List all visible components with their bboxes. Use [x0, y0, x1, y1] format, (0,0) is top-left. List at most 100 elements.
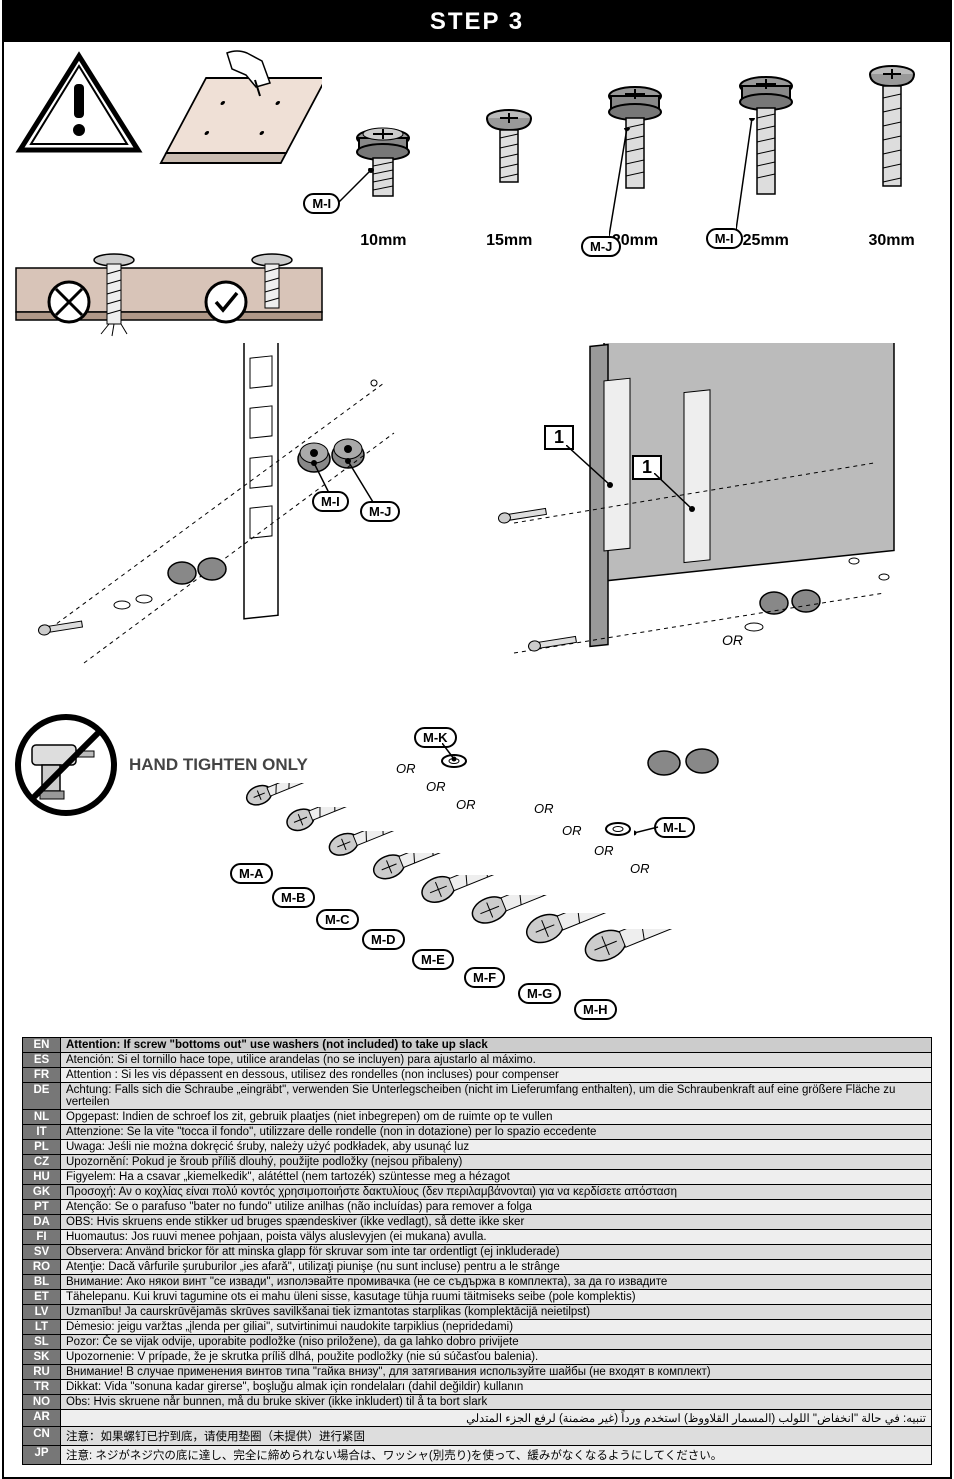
lang-text: Dikkat: Vida "sonuna kadar girerse", boş…	[61, 1380, 932, 1395]
lang-code: ES	[23, 1053, 61, 1068]
lang-code: PT	[23, 1200, 61, 1215]
label-mg: M-G	[518, 983, 561, 1004]
lang-code: CN	[23, 1427, 61, 1446]
lang-code: EN	[23, 1038, 61, 1053]
label-me: M-E	[412, 949, 454, 970]
svg-text:OR: OR	[594, 843, 614, 858]
warning-column	[14, 48, 144, 158]
label-mf: M-F	[464, 967, 505, 988]
label-ml: M-L	[654, 817, 695, 838]
table-row: ITAttenzione: Se la vite "tocca il fondo…	[23, 1125, 932, 1140]
lang-code: IT	[23, 1125, 61, 1140]
table-row: SKUpozornenie: V prípade, že je skrutka …	[23, 1350, 932, 1365]
lang-code: TR	[23, 1380, 61, 1395]
table-row: LVUzmanību! Ja caurskrūvējamās skrūves s…	[23, 1305, 932, 1320]
table-row: HUFigyelem: Ha a csavar „kiemelkedik", a…	[23, 1170, 932, 1185]
screw-size-label: 15mm	[486, 232, 532, 250]
leader-line	[609, 128, 639, 238]
table-row: PLUwaga: Jeśli nie można dokręcić śruby,…	[23, 1140, 932, 1155]
lang-code: RU	[23, 1365, 61, 1380]
table-row: TRDikkat: Vida "sonuna kadar girerse", b…	[23, 1380, 932, 1395]
label-mc: M-C	[316, 909, 359, 930]
top-row: 10mm M-I 1	[14, 48, 940, 250]
spacer-label-mi: M-I	[312, 491, 349, 512]
table-row: DAOBS: Hvis skruens ende stikker ud brug…	[23, 1215, 932, 1230]
table-row: FIHuomautus: Jos ruuvi menee pohjaan, po…	[23, 1230, 932, 1245]
lang-text: Upozornenie: V prípade, že je skrutka pr…	[61, 1350, 932, 1365]
screw-size-row: 10mm M-I 1	[330, 48, 940, 250]
lang-text: Observera: Använd brickor för att minska…	[61, 1245, 932, 1260]
table-row: GKΠροσοχή: Αν ο κοχλίας είναι πολύ κοντό…	[23, 1185, 932, 1200]
svg-text:OR: OR	[396, 761, 416, 776]
screw-col-10mm: 10mm M-I	[353, 108, 413, 250]
lang-text: Atenção: Se o parafuso "bater no fundo" …	[61, 1200, 932, 1215]
lang-code: BL	[23, 1275, 61, 1290]
table-row: SVObservera: Använd brickor för att mins…	[23, 1245, 932, 1260]
lang-code: NO	[23, 1395, 61, 1410]
lang-code: DA	[23, 1215, 61, 1230]
lang-text: Uzmanību! Ja caurskrūvējamās skrūves sav…	[61, 1305, 932, 1320]
label-md: M-D	[362, 929, 405, 950]
svg-text:OR: OR	[562, 823, 582, 838]
screw-30mm-icon	[867, 58, 917, 228]
spacer-label-mj: M-J	[360, 501, 400, 522]
screw-15mm-icon	[484, 98, 534, 228]
table-row: ETTähelepanu. Kui kruvi tagumine ots ei …	[23, 1290, 932, 1305]
lang-text: Opgepast: Indien de schroef los zit, geb…	[61, 1110, 932, 1125]
lang-text: Upozornění: Pokud je šroub příliš dlouhý…	[61, 1155, 932, 1170]
lang-code: ET	[23, 1290, 61, 1305]
label-ma: M-A	[230, 863, 273, 884]
lang-text: Huomautus: Jos ruuvi menee pohjaan, pois…	[61, 1230, 932, 1245]
lang-code: LT	[23, 1320, 61, 1335]
lang-code: CZ	[23, 1155, 61, 1170]
lang-text: تنبيه: في حالة "انخفاض" اللولب (المسمار …	[61, 1410, 932, 1427]
table-row: ARتنبيه: في حالة "انخفاض" اللولب (المسما…	[23, 1410, 932, 1427]
label-mh: M-H	[574, 999, 617, 1020]
lang-text: Pozor: Če se vijak odvije, uporabite pod…	[61, 1335, 932, 1350]
screw-col-15mm: 15mm	[484, 98, 534, 250]
lang-code: SK	[23, 1350, 61, 1365]
screw-bubble-mj: M-J	[581, 236, 621, 257]
lang-text: Atenţie: Dacă vârfurile şuruburilor „ies…	[61, 1260, 932, 1275]
screw-bubble-mi: M-I	[303, 193, 340, 214]
table-row: CN注意：如果螺钉已拧到底，请使用垫圈（未提供）进行紧固	[23, 1427, 932, 1446]
panel-hand-illustration	[152, 48, 322, 168]
screw-size-label: 25mm	[743, 232, 789, 250]
table-row: LTDėmesio: jeigu varžtas „įlenda per gil…	[23, 1320, 932, 1335]
table-row: FRAttention : Si les vis dépassent en de…	[23, 1068, 932, 1083]
lang-code: DE	[23, 1083, 61, 1110]
lang-code: PL	[23, 1140, 61, 1155]
table-row: CZUpozornění: Pokud je šroub příliš dlou…	[23, 1155, 932, 1170]
page: STEP 3	[2, 0, 952, 1479]
lang-code: RO	[23, 1260, 61, 1275]
lang-text: 注意: ネジがネジ穴の底に達し、完全に締められない場合は、ワッシャ(別売り)を使…	[61, 1446, 932, 1465]
screw-col-20mm: 20mm M-J	[605, 78, 665, 250]
table-row: SLPozor: Če se vijak odvije, uporabite p…	[23, 1335, 932, 1350]
language-table: EN Attention: If screw "bottoms out" use…	[22, 1037, 932, 1465]
lang-code: SL	[23, 1335, 61, 1350]
screw-size-label: 30mm	[868, 232, 914, 250]
lang-text: Внимание: Ако някои винт "се извади", из…	[61, 1275, 932, 1290]
screw-col-30mm: 30mm	[867, 58, 917, 250]
leader-line	[634, 825, 660, 839]
table-row: DEAchtung: Falls sich die Schraube „eing…	[23, 1083, 932, 1110]
lang-code: GK	[23, 1185, 61, 1200]
main-assembly-diagram: OR	[14, 343, 934, 713]
table-row: ROAtenţie: Dacă vârfurile şuruburilor „i…	[23, 1260, 932, 1275]
screw-col-25mm: 25mm M-I	[736, 68, 796, 250]
lang-text: OBS: Hvis skruens ende stikker ud bruges…	[61, 1215, 932, 1230]
ok-no-strip-illustration	[14, 248, 324, 338]
table-row: RUВнимание! В случае применения винтов т…	[23, 1365, 932, 1380]
label-mb: M-B	[272, 887, 315, 908]
lang-text: Προσοχή: Αν ο κοχλίας είναι πολύ κοντός …	[61, 1185, 932, 1200]
lang-code: JP	[23, 1446, 61, 1465]
table-row: BLВнимание: Ако някои винт "се извади", …	[23, 1275, 932, 1290]
lower-block: HAND TIGHTEN ONLY OR OR OR OR OR OR OR	[14, 713, 934, 1033]
lang-text: 注意：如果螺钉已拧到底，请使用垫圈（未提供）进行紧固	[61, 1427, 932, 1446]
lang-code: HU	[23, 1170, 61, 1185]
svg-text:OR: OR	[456, 797, 476, 812]
content: 10mm M-I 1	[4, 42, 950, 1477]
leader-line	[736, 118, 766, 233]
lang-code: AR	[23, 1410, 61, 1427]
table-row: NOObs: Hvis skruene når bunnen, må du br…	[23, 1395, 932, 1410]
